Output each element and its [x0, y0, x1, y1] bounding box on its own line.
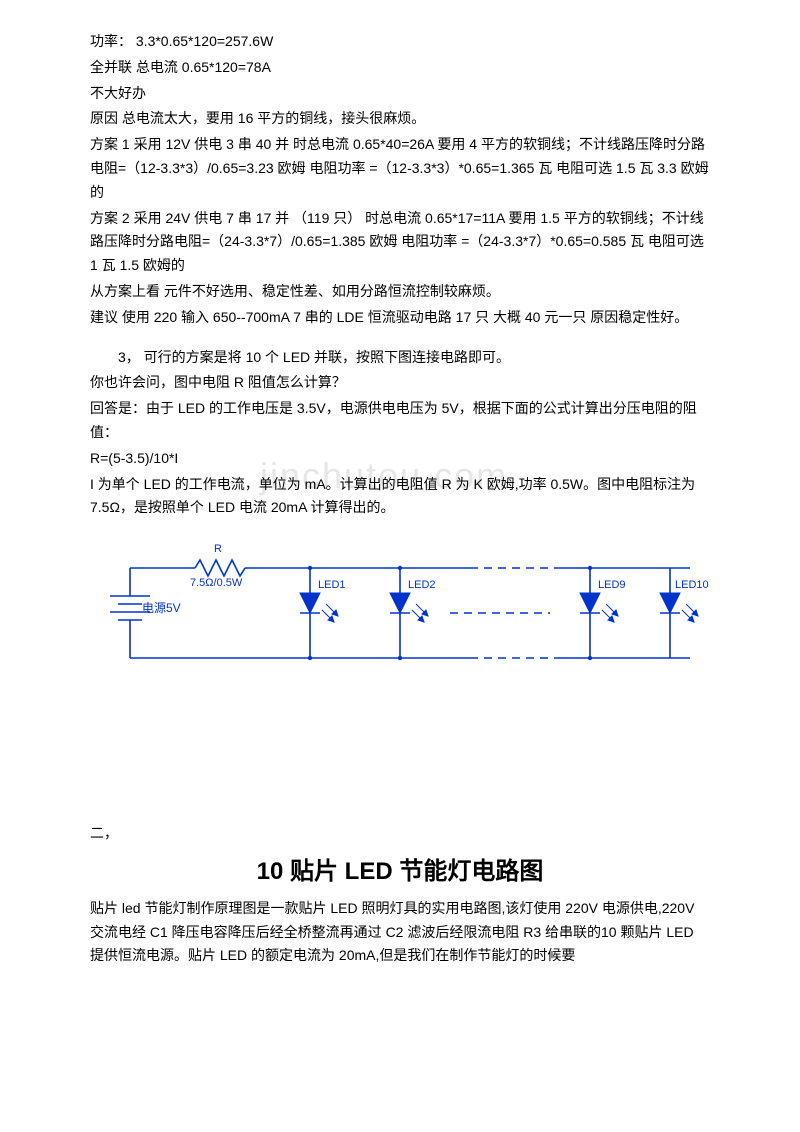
- line-parallel: 全并联 总电流 0.65*120=78A: [90, 56, 710, 80]
- section-two-body: 贴片 led 节能灯制作原理图是一款贴片 LED 照明灯具的实用电路图,该灯使用…: [90, 897, 710, 968]
- line-explain: I 为单个 LED 的工作电流，单位为 mA。计算出的电阻值 R 为 K 欧姆,…: [90, 473, 710, 521]
- line-option3: 3， 可行的方案是将 10 个 LED 并联，按照下图连接电路即可。: [90, 346, 710, 370]
- line-plan1: 方案 1 采用 12V 供电 3 串 40 并 时总电流 0.65*40=26A…: [90, 133, 710, 204]
- line-difficult: 不大好办: [90, 82, 710, 106]
- resistor-label-r: R: [214, 543, 222, 555]
- resistor-label-value: 7.5Ω/0.5W: [190, 577, 243, 589]
- line-answer: 回答是：由于 LED 的工作电压是 3.5V，电源供电电压为 5V，根据下面的公…: [90, 397, 710, 445]
- led2-label: LED2: [408, 579, 436, 591]
- led10-label: LED10: [675, 579, 709, 591]
- line-suggestion: 建议 使用 220 输入 650--700mA 7 串的 LDE 恒流驱动电路 …: [90, 306, 710, 330]
- section-two-label: 二，: [90, 822, 710, 846]
- line-formula: R=(5-3.5)/10*I: [90, 447, 710, 471]
- line-question: 你也许会问，图中电阻 R 阻值怎么计算？: [90, 371, 710, 395]
- line-reason: 原因 总电流太大，要用 16 平方的铜线，接头很麻烦。: [90, 107, 710, 131]
- led9-label: LED9: [598, 579, 626, 591]
- line-plan2: 方案 2 采用 24V 供电 7 串 17 并 （119 只） 时总电流 0.6…: [90, 207, 710, 278]
- line-power: 功率： 3.3*0.65*120=257.6W: [90, 30, 710, 54]
- section-two-title: 10 贴片 LED 节能灯电路图: [90, 852, 710, 893]
- source-label: 电源5V: [142, 601, 181, 615]
- led1-label: LED1: [318, 579, 346, 591]
- circuit-diagram: R 7.5Ω/0.5W 电源5V LED1 LED2 LED9 LED10: [90, 538, 710, 678]
- line-plan-summary: 从方案上看 元件不好选用、稳定性差、如用分路恒流控制较麻烦。: [90, 280, 710, 304]
- document-content: 功率： 3.3*0.65*120=257.6W 全并联 总电流 0.65*120…: [90, 30, 710, 968]
